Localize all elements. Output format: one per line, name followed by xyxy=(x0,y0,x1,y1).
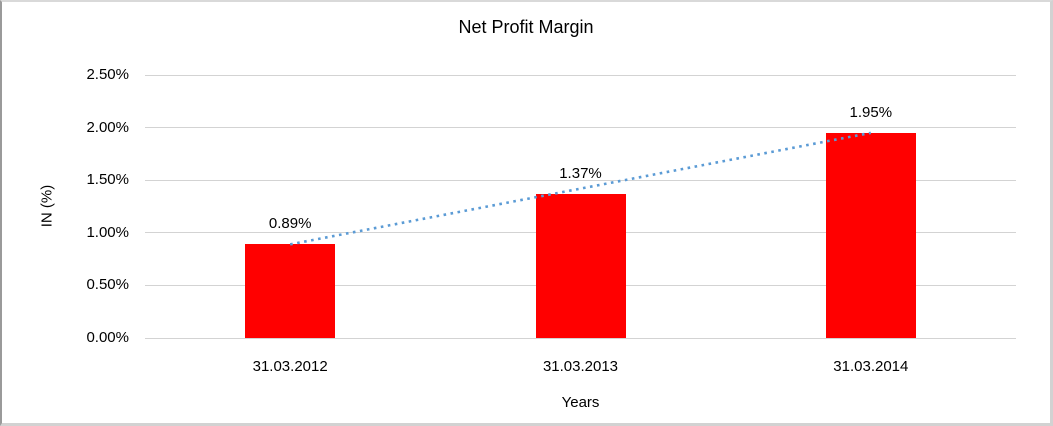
x-tick-label: 31.03.2014 xyxy=(833,358,909,375)
y-tick-label: 0.50% xyxy=(86,276,129,294)
gridline xyxy=(145,337,1016,339)
y-axis-title: IN (%) xyxy=(38,184,56,228)
y-tick-label: 0.00% xyxy=(86,329,129,346)
gridline xyxy=(145,127,1016,129)
x-tick-label: 31.03.2012 xyxy=(252,358,328,375)
y-tick-label: 1.50% xyxy=(86,171,129,189)
gridline xyxy=(145,74,1016,76)
x-tick-label: 31.03.2013 xyxy=(542,358,619,375)
chart-title: Net Profit Margin xyxy=(458,17,594,37)
y-tick-label: 2.00% xyxy=(86,118,129,136)
bar-data-label: 1.37% xyxy=(559,164,602,182)
x-axis-title: Years xyxy=(561,394,600,411)
bar-data-label: 1.95% xyxy=(849,103,893,121)
y-tick-label: 1.00% xyxy=(86,223,129,241)
bar-31.03.2013[interactable] xyxy=(535,193,626,338)
bar-data-label: 0.89% xyxy=(268,215,312,233)
bar-31.03.2014[interactable] xyxy=(825,132,916,338)
bar-31.03.2012[interactable] xyxy=(245,244,336,338)
y-tick-label: 2.50% xyxy=(86,66,129,83)
